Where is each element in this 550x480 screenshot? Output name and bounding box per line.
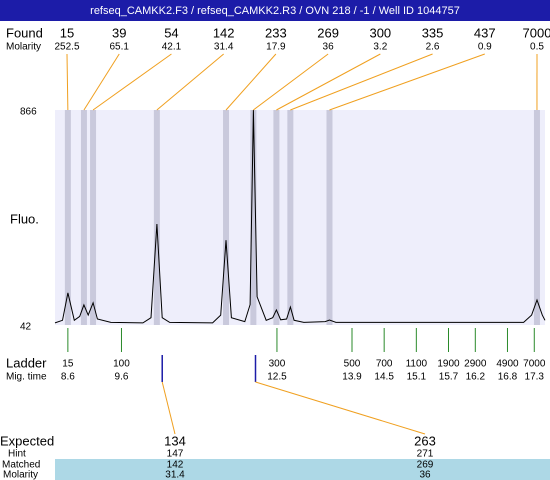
ladder-size: 1900	[437, 359, 460, 370]
ladder-mig-time: 12.5	[267, 372, 287, 383]
expected-hint: 271	[417, 449, 434, 460]
fluo-label: Fluo.	[10, 211, 39, 226]
found-connector	[92, 53, 172, 111]
peak-band	[90, 110, 97, 325]
found-connector	[83, 53, 120, 111]
found-size: 7000	[523, 25, 550, 40]
matched-label: Matched	[2, 460, 40, 471]
molarity-row	[55, 470, 550, 480]
peak-band	[533, 110, 540, 325]
expected-connector	[255, 381, 426, 435]
ladder-size: 300	[269, 359, 286, 370]
found-connector	[276, 53, 381, 111]
ladder-size: 2900	[464, 359, 487, 370]
expected-matched: 142	[167, 460, 184, 471]
expected-hint: 147	[167, 449, 184, 460]
ladder-mig-time: 9.6	[115, 372, 129, 383]
found-molarity: 31.4	[214, 42, 234, 53]
molarity-label: Molarity	[6, 42, 41, 53]
found-label: Found	[6, 25, 43, 40]
found-molarity: 36	[323, 42, 335, 53]
found-size: 142	[213, 25, 235, 40]
found-size: 437	[474, 25, 496, 40]
ladder-mig-time: 16.8	[498, 372, 518, 383]
found-molarity: 252.5	[54, 42, 79, 53]
header-title: refseq_CAMKK2.F3 / refseq_CAMKK2.R3 / OV…	[90, 5, 460, 17]
expected-molarity: 36	[419, 470, 431, 480]
expected-size: 134	[164, 433, 186, 448]
found-size: 269	[317, 25, 339, 40]
ladder-size: 7000	[523, 359, 546, 370]
peak-band	[64, 110, 71, 325]
expected-connector	[161, 381, 176, 435]
mig-time-label: Mig. time	[6, 372, 47, 383]
ladder-size: 100	[113, 359, 130, 370]
plot-area	[55, 110, 545, 325]
found-connector	[290, 53, 433, 111]
expected-matched: 269	[417, 460, 434, 471]
found-molarity: 0.5	[530, 42, 544, 53]
ladder-size: 1100	[406, 359, 428, 370]
found-molarity: 65.1	[109, 42, 129, 53]
ladder-size: 4900	[496, 359, 519, 370]
peak-band	[153, 110, 160, 325]
y-tick-label: 866	[20, 107, 37, 118]
hint-label: Hint	[8, 449, 26, 460]
peak-band	[273, 110, 280, 325]
matched-row	[55, 459, 550, 470]
peak-band	[223, 110, 230, 325]
found-connector	[225, 53, 277, 111]
ladder-mig-time: 14.5	[374, 372, 394, 383]
found-connector	[253, 53, 329, 111]
peak-band	[287, 110, 294, 325]
expected-label: Expected	[0, 433, 54, 448]
expected-size: 263	[414, 433, 436, 448]
matched-molarity-label: Molarity	[3, 470, 38, 480]
found-size: 54	[164, 25, 178, 40]
found-connector	[156, 53, 224, 111]
y-tick-label: 42	[20, 322, 32, 333]
found-molarity: 0.9	[478, 42, 492, 53]
found-molarity: 2.6	[426, 42, 440, 53]
header-bar	[0, 0, 550, 21]
ladder-mig-time: 15.7	[439, 372, 459, 383]
expected-molarity: 31.4	[165, 470, 185, 480]
ladder-mig-time: 17.3	[525, 372, 545, 383]
found-size: 15	[60, 25, 74, 40]
found-size: 39	[112, 25, 126, 40]
found-connector	[66, 53, 69, 111]
found-molarity: 17.9	[266, 42, 286, 53]
found-size: 300	[369, 25, 391, 40]
peak-band	[250, 110, 257, 325]
peak-band	[80, 110, 87, 325]
found-size: 233	[265, 25, 287, 40]
ladder-mig-time: 16.2	[466, 372, 486, 383]
ladder-size: 500	[344, 359, 361, 370]
ladder-mig-time: 8.6	[61, 372, 75, 383]
ladder-mig-time: 15.1	[407, 372, 427, 383]
ladder-size: 15	[62, 359, 74, 370]
found-molarity: 42.1	[162, 42, 182, 53]
ladder-mig-time: 13.9	[342, 372, 362, 383]
peak-band	[326, 110, 333, 325]
found-size: 335	[422, 25, 444, 40]
ladder-label: Ladder	[6, 355, 47, 370]
ladder-size: 700	[376, 359, 393, 370]
found-connector	[329, 53, 485, 111]
found-molarity: 3.2	[373, 42, 387, 53]
trace-line	[54, 109, 546, 324]
